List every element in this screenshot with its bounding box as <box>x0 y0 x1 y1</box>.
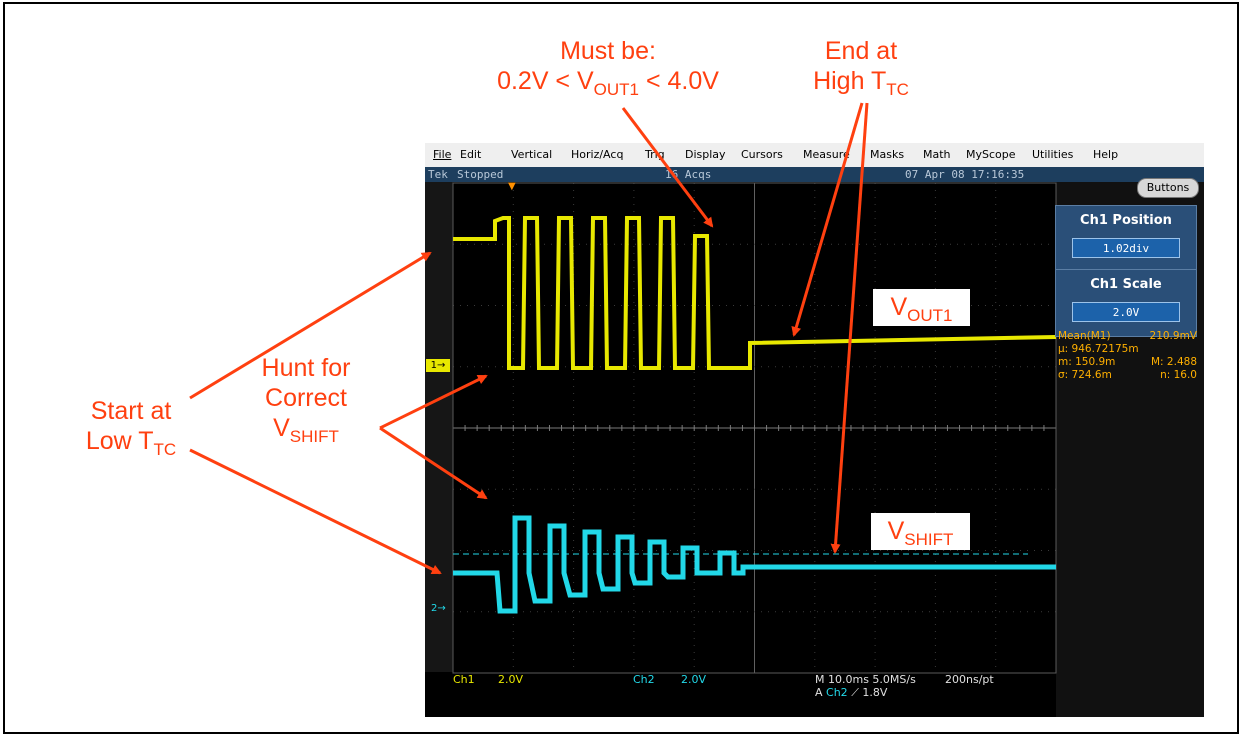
annotation-end-at-line2: High TTC <box>813 67 909 99</box>
ch2-label[interactable]: Ch2 <box>633 673 655 686</box>
menu-masks[interactable]: Masks <box>870 148 905 161</box>
ch1-trace <box>453 216 1057 370</box>
ch1-scale-value[interactable]: 2.0V <box>1072 302 1180 322</box>
buttons-button[interactable]: Buttons <box>1137 178 1199 198</box>
status-brand: Tek <box>428 168 448 181</box>
annotation-must-be-line2: 0.2V < VOUT1 < 4.0V <box>497 67 719 99</box>
ch1-scale-title: Ch1 Scale <box>1090 277 1162 292</box>
annotation-hunt: Hunt for Correct VSHIFT <box>236 353 376 446</box>
ch1-position-title: Ch1 Position <box>1080 213 1172 228</box>
annotation-start-at: Start at Low TTC <box>56 396 206 459</box>
record-readout[interactable]: 200ns/pt <box>945 673 994 686</box>
ch1-position-panel[interactable]: Ch1 Position 1.02div <box>1055 205 1197 273</box>
annotation-hunt-line3: VSHIFT <box>273 414 339 446</box>
annotation-hunt-line1: Hunt for <box>261 354 351 382</box>
menu-myscope[interactable]: MyScope <box>966 148 1016 161</box>
graticule <box>452 182 1057 674</box>
measurement-sigma-n: σ: 724.6m n: 16.0 <box>1058 369 1197 381</box>
ch2-trace <box>453 515 1056 614</box>
menu-edit[interactable]: Edit <box>460 148 482 161</box>
menu-vertical[interactable]: Vertical <box>511 148 553 161</box>
oscilloscope-screen: File Edit Vertical Horiz/Acq Trig Displa… <box>425 143 1204 717</box>
annotation-end-at: End at High TTC <box>786 36 936 99</box>
measurement-min-max: m: 150.9m M: 2.488 <box>1058 356 1197 368</box>
menu-utilities[interactable]: Utilities <box>1032 148 1074 161</box>
waveform-display <box>452 182 1057 674</box>
ch1-label[interactable]: Ch1 <box>453 673 475 686</box>
status-state: Stopped <box>457 168 504 181</box>
annotation-end-at-line1: End at <box>824 37 898 65</box>
annotation-must-be: Must be: 0.2V < VOUT1 < 4.0V <box>478 36 738 99</box>
ch1-scale-readout[interactable]: 2.0V <box>498 673 524 686</box>
ch2-scale-readout[interactable]: 2.0V <box>681 673 707 686</box>
vshift-trace-label: VSHIFT <box>871 513 970 550</box>
ch1-scale-panel[interactable]: Ch1 Scale 2.0V <box>1055 269 1197 337</box>
vout1-trace-label: VOUT1 <box>873 289 970 326</box>
ch1-ground-marker[interactable]: 1→ <box>426 359 450 372</box>
measurement-mu: µ: 946.72175m <box>1058 343 1139 355</box>
timebase-readout[interactable]: M 10.0ms 5.0MS/s <box>815 673 916 686</box>
annotation-start-at-line1: Start at <box>90 397 172 425</box>
ch1-position-value[interactable]: 1.02div <box>1072 238 1180 258</box>
annotation-start-at-line2: Low TTC <box>85 427 177 459</box>
trigger-position-marker[interactable]: ▼ <box>508 181 516 192</box>
trigger-readout[interactable]: A Ch2 ⟋ 1.8V <box>815 686 888 699</box>
measurement-mean: Mean(M1) 210.9mV <box>1058 330 1197 342</box>
waveform-traces <box>453 216 1057 614</box>
menu-horiz-acq[interactable]: Horiz/Acq <box>571 148 624 161</box>
menu-math[interactable]: Math <box>923 148 951 161</box>
menu-cursors[interactable]: Cursors <box>741 148 783 161</box>
menu-help[interactable]: Help <box>1093 148 1119 161</box>
figure-frame <box>3 2 1239 734</box>
menu-file[interactable]: File <box>433 148 452 161</box>
measurement-readout: Mean(M1) 210.9mV µ: 946.72175m m: 150.9m M… <box>1058 330 1203 382</box>
ch2-ground-marker[interactable]: 2→ <box>431 603 446 614</box>
status-datetime: 07 Apr 08 17:16:35 <box>905 168 1025 181</box>
annotation-must-be-line1: Must be: <box>560 37 656 65</box>
annotation-hunt-line2: Correct <box>265 384 347 412</box>
